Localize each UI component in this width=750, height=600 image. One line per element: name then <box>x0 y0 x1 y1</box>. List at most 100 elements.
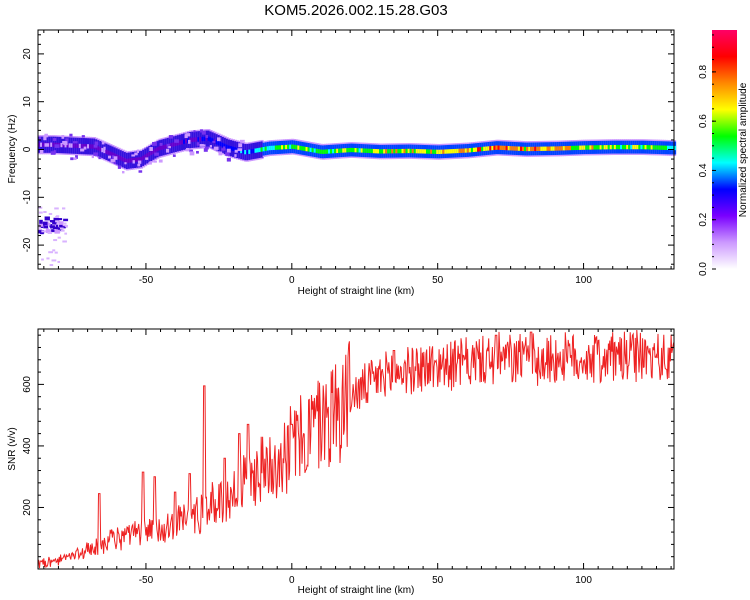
ridge-core <box>260 147 264 152</box>
snr-background <box>38 329 674 569</box>
ridge-core <box>577 145 581 150</box>
ridge-core <box>254 148 258 153</box>
low-band-blob <box>43 224 49 229</box>
ridge-core <box>274 145 278 150</box>
ridge-core <box>136 157 140 162</box>
ridge-core <box>585 145 589 150</box>
speckle <box>93 144 98 148</box>
ridge-core <box>246 150 250 155</box>
ridge-core <box>444 149 448 154</box>
ridge-core <box>270 145 274 151</box>
snr-ticks: -50 0 50 100 200 400 600 <box>22 329 674 586</box>
ridge-core <box>258 147 262 153</box>
low-band-speckle <box>48 212 53 215</box>
speckle <box>189 151 195 156</box>
ridge-core <box>491 145 495 151</box>
ridge-core <box>291 144 295 149</box>
ridge-core <box>475 147 479 152</box>
ridge-core <box>662 145 666 150</box>
ridge-core <box>150 150 154 156</box>
speckle <box>112 155 115 159</box>
x-tick-label: 0 <box>289 275 295 286</box>
ridge-core <box>219 141 223 147</box>
ridge-core <box>501 145 505 151</box>
snr-ylabel: SNR (v/v) <box>7 427 18 470</box>
speckle <box>75 155 78 159</box>
speckle <box>131 154 136 157</box>
ridge-core <box>432 149 436 154</box>
ridge-core <box>601 145 605 150</box>
speckle <box>122 171 125 174</box>
ridge-core <box>430 149 434 154</box>
speckle <box>237 148 243 152</box>
ridge-core <box>348 147 352 153</box>
y-tick-label: -20 <box>22 237 33 252</box>
speckle <box>39 149 44 154</box>
ridge-core <box>464 148 468 153</box>
low-band-blob <box>39 223 44 227</box>
ridge-core <box>528 146 532 152</box>
low-band-speckle <box>57 260 61 263</box>
x-tick-label: -50 <box>139 275 154 286</box>
ridge-core <box>438 149 442 155</box>
low-band-speckle <box>46 257 50 260</box>
ridge-core <box>311 148 315 153</box>
ridge-core <box>229 146 233 151</box>
spectrogram-marks <box>38 129 677 267</box>
ridge-core <box>84 144 88 149</box>
speckle <box>172 154 176 157</box>
ridge-core <box>148 152 152 157</box>
ridge-core <box>330 149 334 154</box>
ridge-core <box>201 136 205 142</box>
speckle <box>103 146 106 150</box>
speckle <box>205 134 209 138</box>
ridge-core <box>283 145 287 150</box>
snr-frame <box>37 328 675 570</box>
ridge-core <box>556 146 560 151</box>
ridge-core <box>346 148 350 153</box>
low-band-blob <box>50 220 56 223</box>
ridge-core <box>338 148 342 153</box>
speckle <box>134 152 138 156</box>
ridge-core <box>648 145 652 150</box>
low-band-blob <box>50 225 55 229</box>
low-band-speckle <box>47 231 53 234</box>
ridge-core <box>232 146 236 151</box>
ridge-core <box>268 145 272 151</box>
low-band-speckle <box>38 206 43 209</box>
ridge-core <box>133 157 137 163</box>
ridge-core <box>515 146 519 151</box>
ridge-core <box>562 146 566 151</box>
low-band-blob <box>59 224 63 228</box>
speckle <box>226 157 231 162</box>
ridge-core <box>399 148 403 154</box>
speckle <box>113 156 118 160</box>
speckle <box>54 144 60 148</box>
ridge-core <box>542 146 546 151</box>
ridge-core <box>138 157 142 162</box>
ridge-core <box>634 144 638 150</box>
ridge-core <box>389 149 393 154</box>
ridge-core <box>121 157 125 162</box>
ridge-core <box>669 145 673 151</box>
ridge-core <box>66 143 70 148</box>
speckle <box>110 159 116 163</box>
ridge-core <box>195 137 199 142</box>
ridge-core <box>646 145 650 150</box>
y-tick-label: 400 <box>22 437 33 454</box>
speckle <box>225 152 230 156</box>
ridge-core <box>105 149 109 155</box>
ridge-core <box>38 142 41 147</box>
speckle <box>70 157 74 161</box>
ridge-core <box>278 145 282 150</box>
ridge-core <box>82 143 86 149</box>
ridge-core <box>538 146 542 151</box>
colorbar-tick-label: 0.8 <box>698 64 709 78</box>
ridge-core <box>499 145 503 150</box>
low-band-speckle <box>59 227 64 230</box>
ridge-core <box>58 142 62 148</box>
ridge-core <box>466 148 470 153</box>
ridge-core <box>552 146 556 151</box>
ridge-core <box>503 145 507 151</box>
